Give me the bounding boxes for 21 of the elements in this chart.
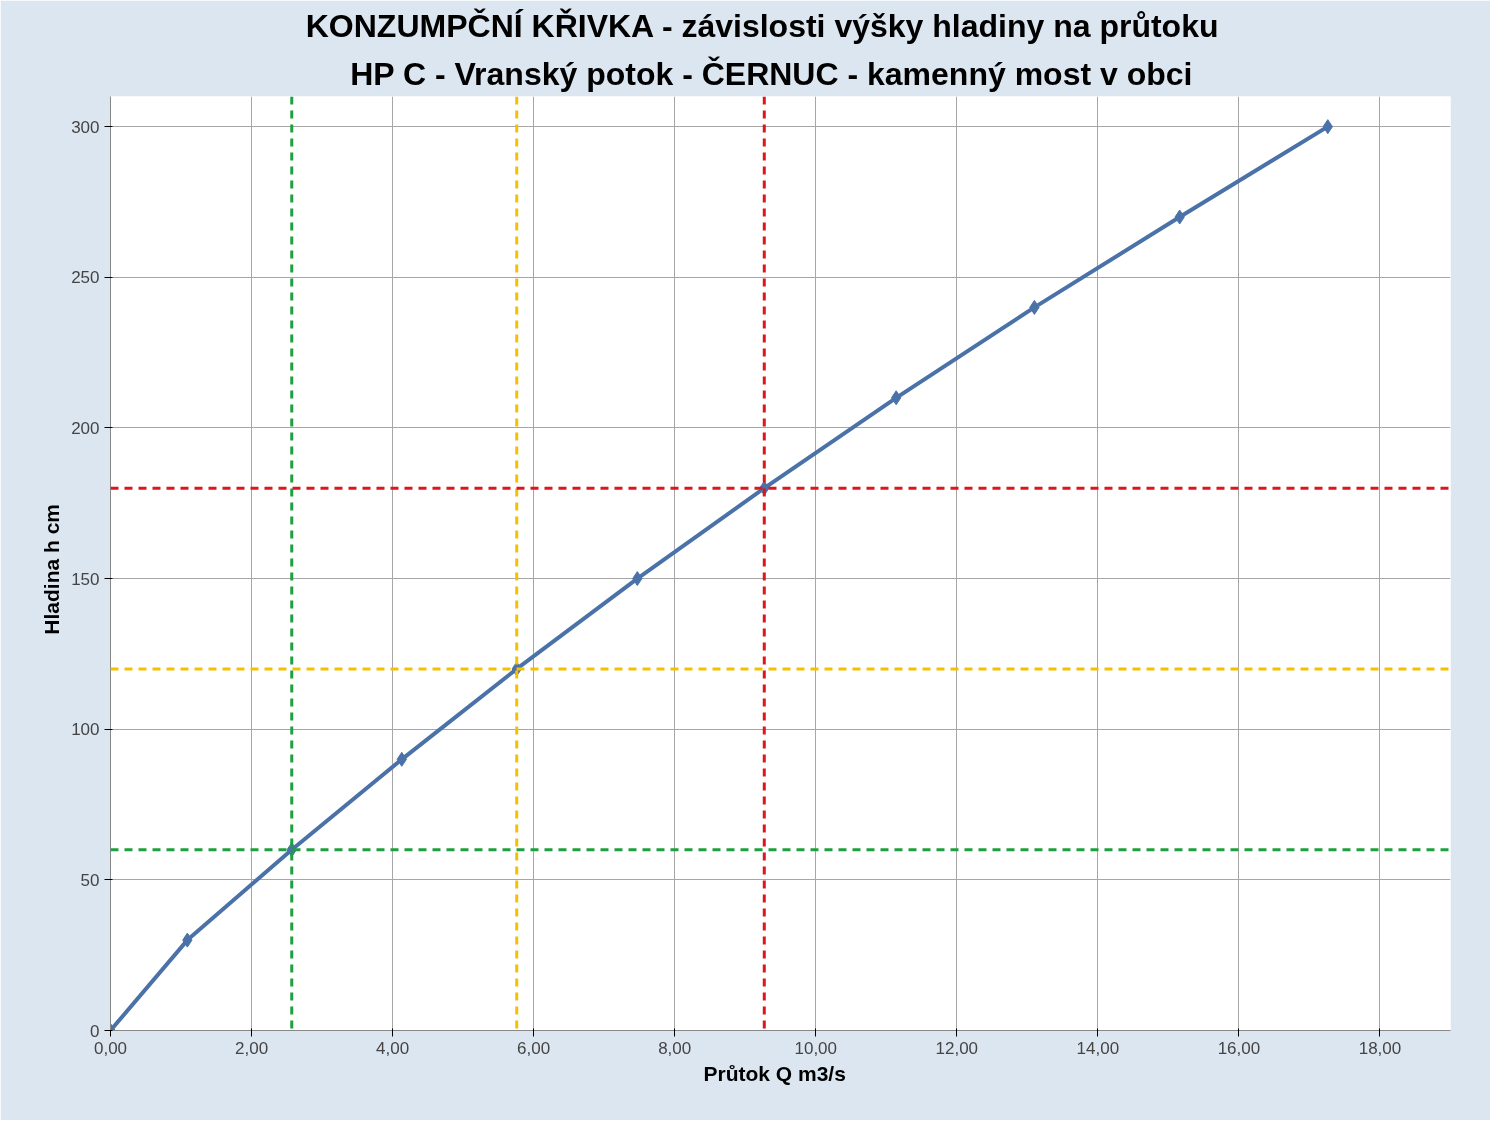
- x-tick-label: 16,00: [1217, 1038, 1261, 1058]
- y-tick-label: 0: [90, 1021, 100, 1041]
- chart-title: KONZUMPČNÍ KŘIVKA - závislosti výšky hladiny na průtoku: [305, 7, 1219, 44]
- y-axis-title: Hladina h cm: [40, 503, 64, 635]
- x-tick-label: 2,00: [235, 1038, 269, 1058]
- y-tick-label: 50: [80, 870, 100, 890]
- x-tick-label: 12,00: [935, 1038, 979, 1058]
- y-tick-label: 250: [71, 268, 100, 288]
- x-tick-label: 8,00: [658, 1038, 692, 1058]
- chart-subtitle: HP C - Vranský potok - ČERNUC - kamenný most v obci: [350, 55, 1193, 92]
- x-tick-label: 4,00: [376, 1038, 410, 1058]
- y-tick-label: 150: [71, 569, 100, 589]
- x-tick-label: 18,00: [1358, 1038, 1402, 1058]
- y-tick-label: 300: [71, 117, 100, 137]
- y-tick-label: 100: [71, 720, 100, 740]
- x-tick-label: 14,00: [1076, 1038, 1120, 1058]
- x-tick-label: 6,00: [517, 1038, 551, 1058]
- y-tick-label: 200: [71, 418, 100, 438]
- x-axis-title: Průtok Q m3/s: [703, 1061, 846, 1085]
- x-tick-label: 0,00: [93, 1038, 128, 1058]
- x-tick-label: 10,00: [794, 1038, 838, 1058]
